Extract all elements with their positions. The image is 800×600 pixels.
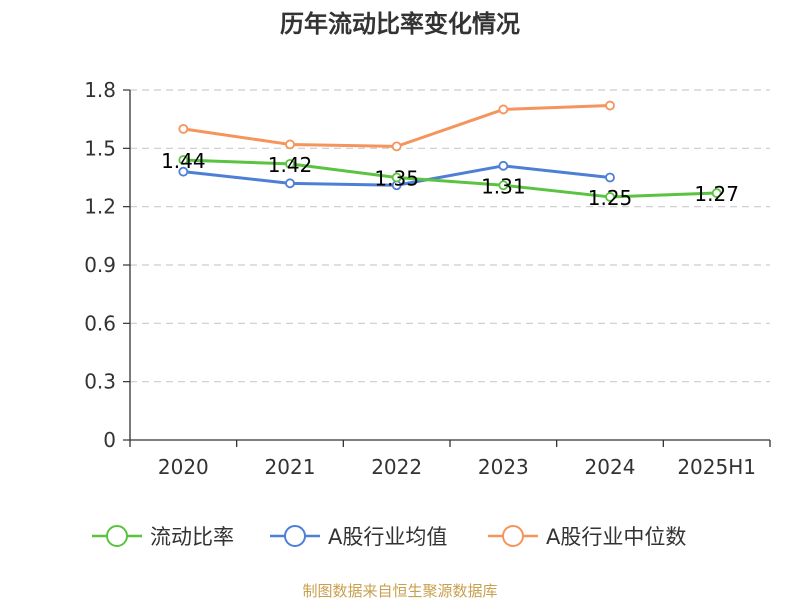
legend-marker bbox=[284, 525, 306, 547]
data-point bbox=[605, 192, 615, 202]
x-tick-label: 2025H1 bbox=[677, 455, 756, 479]
legend-item-0[interactable]: 流动比率 bbox=[92, 525, 234, 549]
y-tick-label: 0.6 bbox=[84, 311, 116, 335]
data-point bbox=[178, 166, 189, 177]
legend-label: A股行业中位数 bbox=[546, 525, 686, 549]
source-note: 制图数据来自恒生聚源数据库 bbox=[302, 582, 497, 600]
data-point bbox=[178, 123, 189, 134]
data-point bbox=[178, 155, 189, 165]
y-tick-label: 0.3 bbox=[84, 370, 116, 394]
data-point bbox=[711, 188, 722, 198]
legend-item-2[interactable]: A股行业中位数 bbox=[488, 525, 686, 549]
data-point bbox=[605, 172, 615, 183]
series-line-2 bbox=[183, 104, 611, 148]
data-point bbox=[498, 160, 509, 171]
data-label: 1.27 bbox=[694, 182, 739, 206]
chart-title: 历年流动比率变化情况 bbox=[280, 10, 520, 38]
legend-item-1[interactable]: A股行业均值 bbox=[270, 525, 447, 549]
x-tick-label: 2020 bbox=[158, 455, 209, 479]
y-tick-label: 0.9 bbox=[84, 253, 116, 277]
data-point bbox=[498, 104, 509, 115]
data-point bbox=[285, 178, 295, 189]
legend-label: 流动比率 bbox=[150, 525, 234, 549]
data-point bbox=[285, 158, 295, 169]
data-point bbox=[391, 141, 402, 152]
x-tick-label: 2021 bbox=[265, 455, 316, 479]
data-label: 1.25 bbox=[588, 186, 633, 210]
data-point bbox=[391, 172, 402, 183]
y-tick-label: 1.2 bbox=[84, 195, 116, 219]
data-point bbox=[498, 180, 509, 191]
data-label: 1.42 bbox=[268, 153, 313, 177]
data-labels: 1.44 1.42 1.35 1.31 1.25 1.27 bbox=[161, 149, 739, 210]
grid-lines bbox=[130, 89, 770, 383]
x-tick-label: 2022 bbox=[371, 455, 422, 479]
data-label: 1.35 bbox=[374, 167, 419, 191]
x-tick-label: 2023 bbox=[478, 455, 529, 479]
legend[interactable]: 流动比率 A股行业均值 A股行业中位数 bbox=[92, 525, 686, 549]
data-label: 1.31 bbox=[481, 174, 526, 198]
y-tick-label: 1.8 bbox=[84, 78, 116, 102]
series bbox=[178, 100, 722, 202]
axes: 0 0.3 0.6 0.9 1.2 1.5 1.8 2020 2021 2022 2023 2024 2… bbox=[84, 78, 771, 479]
y-tick-label: 1.5 bbox=[84, 136, 116, 160]
data-point bbox=[285, 139, 295, 150]
legend-label: A股行业均值 bbox=[328, 525, 447, 549]
legend-marker bbox=[106, 525, 128, 547]
x-tick-label: 2024 bbox=[585, 455, 636, 479]
y-tick-label: 0 bbox=[103, 428, 116, 452]
series-line-0 bbox=[183, 158, 717, 199]
data-point bbox=[605, 100, 615, 111]
legend-marker bbox=[502, 525, 524, 547]
data-label: 1.44 bbox=[161, 149, 206, 173]
